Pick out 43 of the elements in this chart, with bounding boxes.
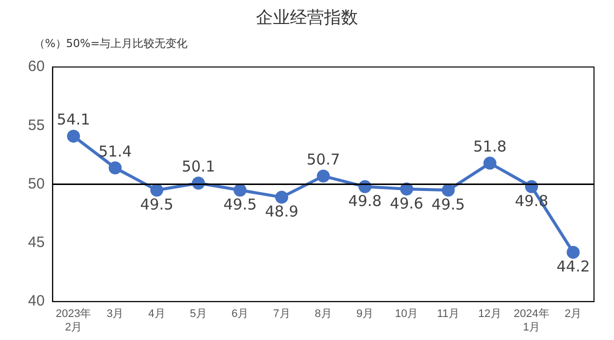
x-tick-label: 2月 <box>564 308 582 320</box>
x-tick-label: 3月 <box>106 308 124 320</box>
data-label: 49.5 <box>432 196 465 214</box>
x-tick-label: 9月 <box>356 308 374 320</box>
y-tick-label: 45 <box>28 234 45 252</box>
data-label: 51.8 <box>473 138 507 156</box>
data-label: 50.1 <box>182 158 216 176</box>
data-label: 49.5 <box>140 196 174 214</box>
data-label: 48.9 <box>265 202 298 221</box>
data-label: 50.7 <box>306 150 340 168</box>
chart-title: 企业经营指数 <box>255 7 359 29</box>
y-tick-label: 40 <box>28 292 45 310</box>
data-label: 49.8 <box>348 192 382 210</box>
point <box>316 170 330 183</box>
x-tick-label: 10月 <box>394 308 418 320</box>
point <box>275 190 288 204</box>
x-tick-label: 5月 <box>190 308 207 320</box>
x-tick-label: 12月 <box>478 308 502 320</box>
point <box>400 182 414 196</box>
data-label: 49.6 <box>390 194 424 212</box>
point <box>442 184 455 197</box>
y-axis-title: （%） <box>34 36 66 51</box>
x-tick-label: 8月 <box>314 308 332 320</box>
x-tick-label: 6月 <box>232 308 249 320</box>
y-tick-label: 55 <box>28 116 45 134</box>
x-tick-label: 11月 <box>437 308 460 320</box>
data-label: 44.2 <box>556 258 590 276</box>
point <box>483 156 496 170</box>
data-label: 49.5 <box>223 196 257 214</box>
x-tick-label: 4月 <box>148 308 166 320</box>
x-tick-label: 2024年 1月 <box>514 308 550 334</box>
point <box>566 246 580 259</box>
y-tick-label: 50 <box>28 175 45 192</box>
x-tick-label: 7月 <box>273 308 290 320</box>
data-label: 51.4 <box>98 142 132 160</box>
point <box>150 184 164 197</box>
text: 50%=与上月比较无变化 <box>66 36 188 51</box>
point <box>234 184 247 197</box>
y-tick-label: 60 <box>28 58 45 76</box>
x-tick-label: 2023年 2月 <box>56 308 92 334</box>
point <box>108 161 122 174</box>
point <box>67 130 80 143</box>
data-label: 54.1 <box>56 110 90 129</box>
